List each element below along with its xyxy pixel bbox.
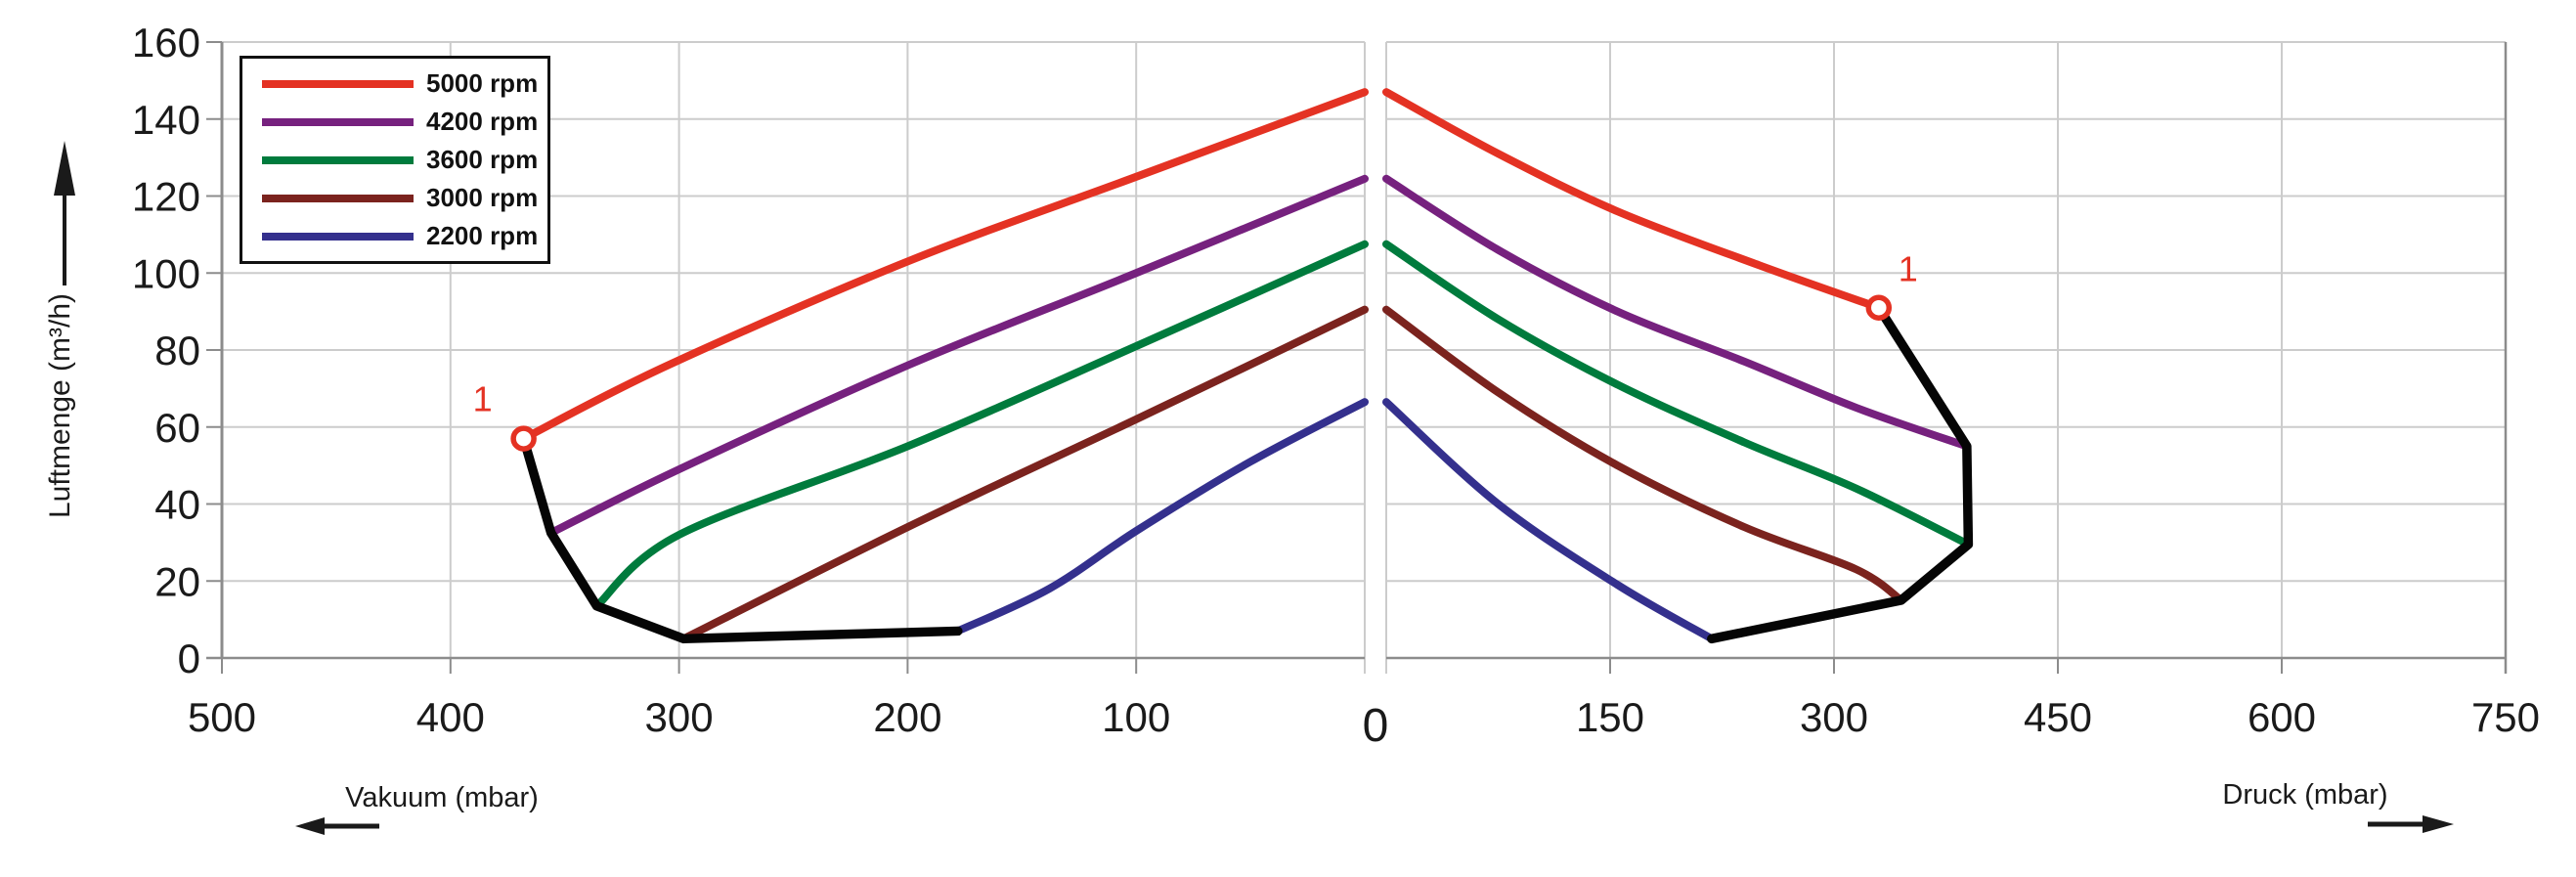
- y-tick-label: 20: [154, 558, 200, 604]
- y-tick-label: 80: [154, 328, 200, 373]
- x-tick-label-druck: 600: [2248, 694, 2316, 740]
- x-tick-label-vacuum: 300: [645, 694, 714, 740]
- up-arrow-icon: [54, 141, 75, 285]
- y-tick-label: 0: [178, 636, 200, 681]
- x-axis-title-vacuum-text: Vakuum (mbar): [345, 782, 539, 813]
- envelope-druck: [1707, 302, 1974, 644]
- x-axis-title-druck: Druck (mbar): [2198, 779, 2413, 811]
- marker-label-vacuum: 1: [473, 379, 493, 419]
- legend-item: 3000 rpm: [262, 183, 547, 213]
- legend-label: 3000 rpm: [426, 183, 539, 212]
- curve-druck-5000-rpm: [1382, 88, 1883, 312]
- curve-vacuum-2200-rpm: [953, 398, 1369, 636]
- x-tick-label-vacuum: 500: [188, 694, 256, 740]
- legend-item: 3600 rpm: [262, 145, 547, 175]
- y-tick-label: 100: [132, 250, 200, 296]
- y-tick-label: 140: [132, 97, 200, 143]
- legend-label: 5000 rpm: [426, 68, 539, 98]
- legend-swatch: [262, 79, 414, 88]
- curve-vacuum-3000-rpm: [679, 305, 1369, 643]
- y-axis-title-text: Luftmenge (m³/h): [44, 292, 76, 519]
- legend-swatch: [262, 155, 414, 164]
- x-tick-label-druck: 300: [1800, 694, 1868, 740]
- x-tick-label-druck: 150: [1576, 694, 1644, 740]
- y-tick-label: 120: [132, 174, 200, 220]
- x-axis-title-vacuum: Vakuum (mbar): [334, 782, 549, 814]
- x-tick-label-vacuum: 400: [416, 694, 485, 740]
- y-tick-label: 160: [132, 20, 200, 66]
- legend-label: 3600 rpm: [426, 145, 539, 174]
- right-arrow-icon: [2368, 815, 2454, 833]
- marker-point-vacuum: [510, 425, 537, 452]
- legend-item: 2200 rpm: [262, 221, 547, 251]
- curve-druck-3000-rpm: [1382, 305, 1905, 604]
- x-tick-label-vacuum: 200: [873, 694, 941, 740]
- x-axis-title-druck-text: Druck (mbar): [2222, 779, 2388, 811]
- legend: 5000 rpm 4200 rpm 3600 rpm 3000 rpm 2200 rpm: [240, 56, 550, 264]
- envelope-vacuum: [518, 433, 963, 644]
- x-tick-label-vacuum: 100: [1102, 694, 1170, 740]
- y-tick-label: 40: [154, 482, 200, 528]
- curve-druck-2200-rpm: [1382, 398, 1716, 643]
- left-arrow-icon: [295, 817, 379, 835]
- marker-label-druck: 1: [1899, 249, 1918, 289]
- curve-vacuum-3600-rpm: [592, 240, 1369, 610]
- legend-swatch: [262, 194, 414, 202]
- curve-druck-4200-rpm: [1382, 174, 1971, 451]
- x-tick-label-zero: 0: [1363, 700, 1389, 752]
- legend-item: 4200 rpm: [262, 107, 547, 137]
- legend-label: 4200 rpm: [426, 107, 539, 136]
- curve-druck-3600-rpm: [1382, 240, 1973, 548]
- x-tick-label-druck: 450: [2024, 694, 2092, 740]
- legend-swatch: [262, 232, 414, 241]
- x-tick-label-druck: 750: [2471, 694, 2540, 740]
- marker-point-druck: [1865, 294, 1893, 321]
- curve-vacuum-4200-rpm: [546, 174, 1369, 538]
- legend-swatch: [262, 117, 414, 126]
- y-tick-label: 60: [154, 405, 200, 451]
- legend-label: 2200 rpm: [426, 221, 539, 250]
- legend-item: 5000 rpm: [262, 68, 547, 99]
- curve-vacuum-5000-rpm: [519, 88, 1369, 443]
